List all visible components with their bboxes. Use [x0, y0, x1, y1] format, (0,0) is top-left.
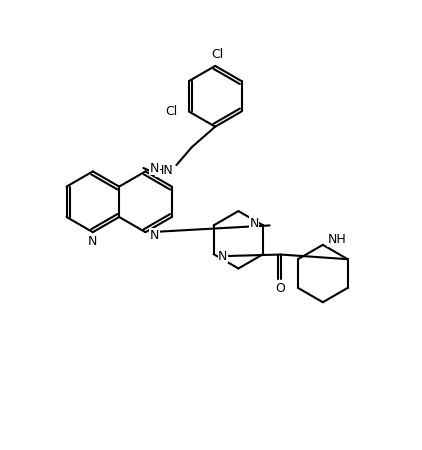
Text: HN: HN: [155, 164, 174, 177]
Text: N: N: [150, 229, 160, 242]
Text: O: O: [276, 282, 286, 295]
Text: NH: NH: [327, 233, 346, 246]
Text: N: N: [150, 162, 160, 175]
Text: Cl: Cl: [211, 48, 224, 61]
Text: Cl: Cl: [165, 105, 177, 118]
Text: N: N: [249, 217, 259, 230]
Text: N: N: [87, 235, 97, 248]
Text: N: N: [218, 250, 227, 263]
